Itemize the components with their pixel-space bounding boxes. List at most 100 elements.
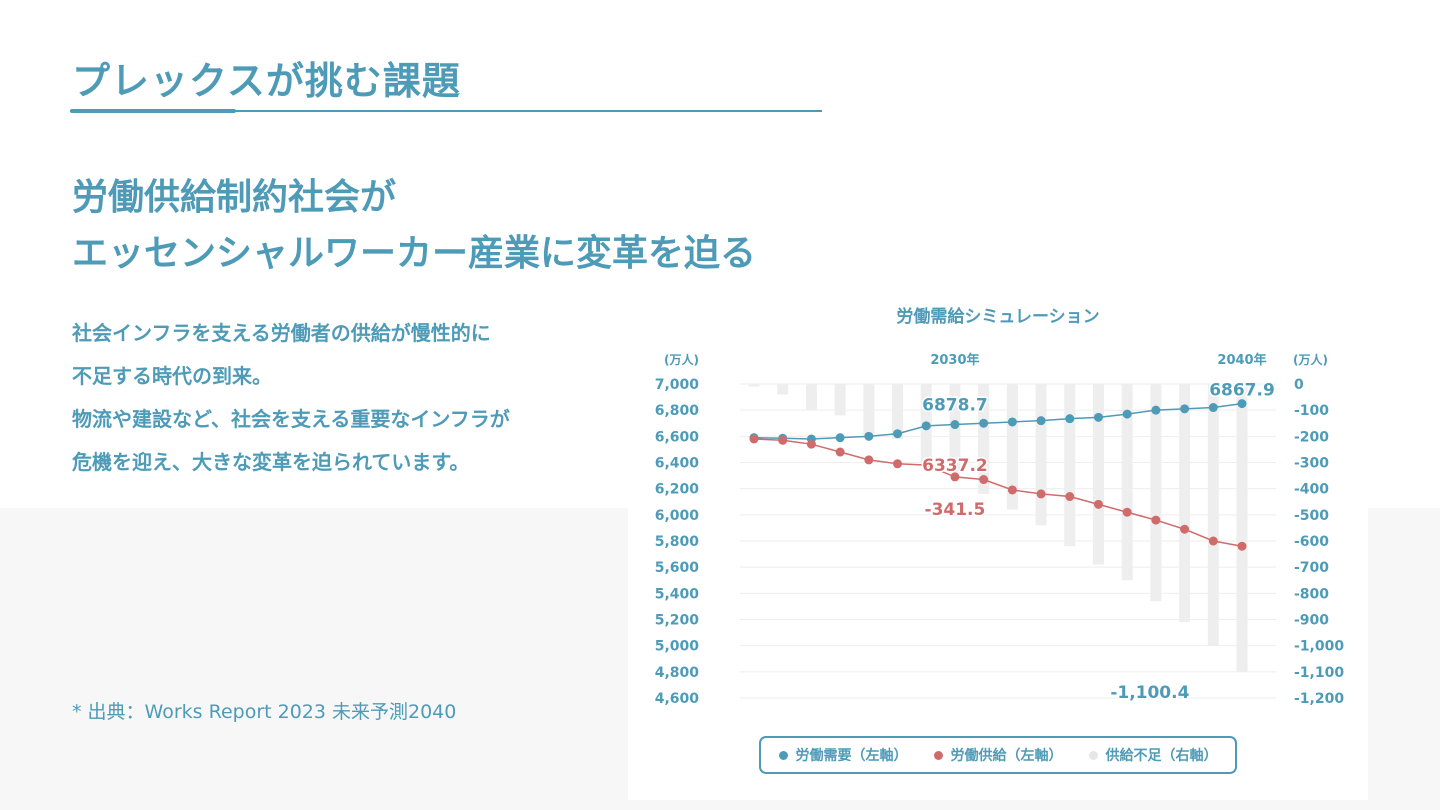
legend-label-supply: 労働供給（左軸） xyxy=(950,748,1063,764)
shortage-bar xyxy=(1035,384,1047,526)
legend-label-demand: 労働需要（左軸） xyxy=(795,748,908,764)
shortage-bar xyxy=(834,384,846,416)
shortage-bar xyxy=(978,384,990,494)
shortage-bar xyxy=(1236,384,1248,672)
headline-line-1: 労働供給制約社会が xyxy=(72,177,397,218)
shortage-bar xyxy=(1064,384,1076,547)
shortage-bar xyxy=(863,384,875,437)
legend-item-shortage: 供給不足（右軸） xyxy=(1088,745,1218,765)
right-tick-label: -300 xyxy=(1294,456,1329,472)
data-annotation: 6878.7 xyxy=(922,396,988,416)
chart-title: 労働需給シミュレーション xyxy=(896,306,1099,327)
page-title: プレックスが挑む課題 xyxy=(72,59,461,103)
shortage-bar xyxy=(1092,384,1104,565)
supply-point xyxy=(979,475,989,485)
demand-point xyxy=(1180,404,1190,414)
chart-legend: 労働需要（左軸） 労働供給（左軸） 供給不足（右軸） xyxy=(759,736,1237,774)
right-tick-label: -800 xyxy=(1294,586,1329,602)
title-underline-accent xyxy=(70,109,236,113)
right-tick-label: 0 xyxy=(1294,377,1304,393)
source-note: * 出典：Works Report 2023 未来予測2040 xyxy=(72,701,457,723)
body-line-1: 社会インフラを支える労働者の供給が慢性的に xyxy=(72,321,491,345)
demand-point xyxy=(1122,409,1132,419)
supply-point xyxy=(1093,499,1103,509)
supply-point xyxy=(749,434,759,444)
demand-point xyxy=(921,421,931,431)
shortage-bar xyxy=(1006,384,1018,510)
legend-item-supply: 労働供給（左軸） xyxy=(933,745,1063,765)
right-tick-label: -1,000 xyxy=(1294,639,1344,655)
supply-point xyxy=(1007,485,1017,495)
left-tick-label: 6,200 xyxy=(655,482,700,498)
supply-point xyxy=(921,460,931,470)
right-tick-label: -1,100 xyxy=(1294,665,1344,681)
shortage-bar xyxy=(805,384,817,411)
demand-line xyxy=(753,402,1243,440)
demand-point xyxy=(979,418,989,428)
left-tick-label: 4,800 xyxy=(655,665,700,681)
data-annotation: -341.5 xyxy=(925,500,986,520)
left-tick-label: 5,400 xyxy=(655,586,700,602)
left-tick-label: 6,800 xyxy=(655,403,700,419)
left-tick-label: 7,000 xyxy=(655,377,700,393)
supply-point xyxy=(1036,489,1046,499)
supply-point xyxy=(1237,541,1247,551)
supply-point xyxy=(778,435,788,445)
shortage-bar xyxy=(1121,384,1133,581)
supply-line xyxy=(753,438,1243,547)
demand-point xyxy=(864,431,874,441)
shortage-bar xyxy=(1179,384,1191,623)
supply-point xyxy=(1065,492,1075,502)
left-tick-label: 6,600 xyxy=(655,429,700,445)
data-annotation: -1,100.4 xyxy=(1110,683,1189,703)
demand-point xyxy=(950,420,960,430)
shortage-bar xyxy=(1207,384,1219,646)
shortage-bar xyxy=(777,384,789,395)
demand-point xyxy=(1093,412,1103,422)
legend-dot-demand xyxy=(778,750,788,760)
data-annotation: 6867.9 xyxy=(1209,381,1275,401)
body-line-2: 不足する時代の到来。 xyxy=(72,364,272,388)
right-tick-label: -600 xyxy=(1294,534,1329,550)
demand-point xyxy=(1007,417,1017,427)
left-axis-unit: (万人) xyxy=(664,352,699,367)
data-annotation: 6337.2 xyxy=(922,456,988,476)
shortage-bar xyxy=(1150,384,1162,602)
right-tick-label: -1,200 xyxy=(1294,691,1344,707)
supply-point xyxy=(1208,536,1218,546)
right-tick-label: -400 xyxy=(1294,482,1329,498)
left-tick-label: 4,600 xyxy=(655,691,700,707)
x-year-label: 2030年 xyxy=(930,352,979,368)
right-tick-label: -100 xyxy=(1294,403,1329,419)
right-axis-unit: (万人) xyxy=(1293,352,1328,367)
demand-point xyxy=(835,433,845,443)
headline-line-2: エッセンシャルワーカー産業に変革を迫る xyxy=(72,233,757,274)
legend-label-shortage: 供給不足（右軸） xyxy=(1105,748,1218,764)
left-tick-label: 5,200 xyxy=(655,613,700,629)
right-tick-label: -200 xyxy=(1294,429,1329,445)
supply-point xyxy=(1151,515,1161,525)
legend-item-demand: 労働需要（左軸） xyxy=(778,745,908,765)
supply-point xyxy=(806,439,816,449)
headline: 労働供給制約社会が エッセンシャルワーカー産業に変革を迫る xyxy=(72,170,756,282)
demand-point xyxy=(1036,416,1046,426)
legend-dot-supply xyxy=(933,750,943,760)
left-tick-label: 5,800 xyxy=(655,534,700,550)
chart-card: 労働需給シミュレーション (万人) (万人) 7,000 0 6,800 -100 6,600… xyxy=(628,298,1368,800)
title-underline xyxy=(70,110,822,112)
x-year-label: 2040年 xyxy=(1217,352,1266,368)
supply-point xyxy=(864,455,874,465)
labor-simulation-chart: 労働需給シミュレーション (万人) (万人) 7,000 0 6,800 -100 6,600… xyxy=(655,306,1345,707)
demand-point xyxy=(1151,405,1161,415)
shortage-bar xyxy=(892,384,904,439)
demand-point xyxy=(1208,403,1218,413)
supply-point xyxy=(893,459,903,469)
right-tick-label: -700 xyxy=(1294,560,1329,576)
left-tick-label: 6,400 xyxy=(655,456,700,472)
left-tick-label: 5,000 xyxy=(655,639,700,655)
right-tick-label: -900 xyxy=(1294,613,1329,629)
body-line-3: 物流や建設など、社会を支える重要なインフラが xyxy=(72,407,510,431)
demand-point xyxy=(1237,399,1247,409)
supply-point xyxy=(835,447,845,457)
right-tick-label: -500 xyxy=(1294,508,1329,524)
